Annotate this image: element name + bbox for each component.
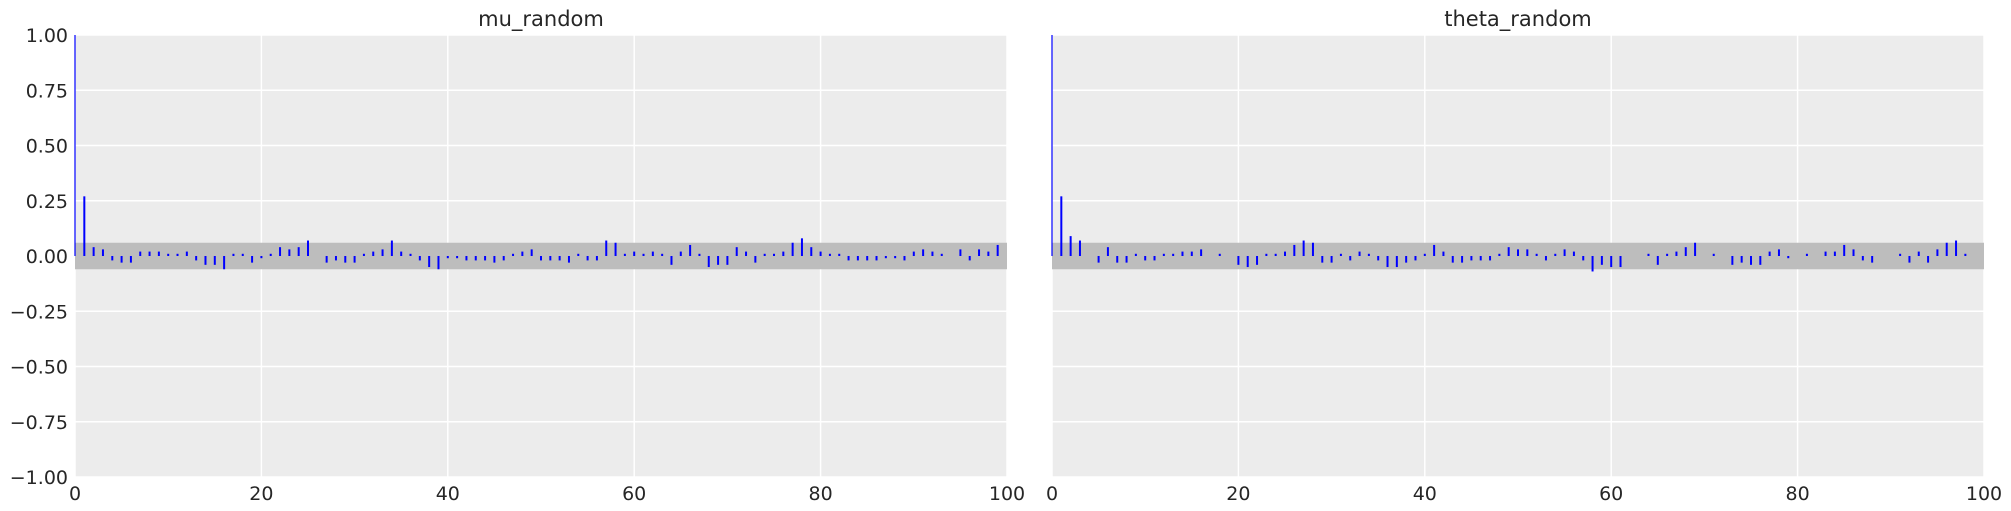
x-tick-label: 80 [809, 483, 833, 505]
x-tick-label: 80 [1786, 483, 1810, 505]
acf-stems [74, 35, 999, 270]
x-tick-label: 20 [1226, 483, 1250, 505]
chart-title: theta_random [1444, 7, 1592, 32]
y-tick-label: 0.75 [26, 80, 68, 102]
x-tick-label: 20 [249, 483, 273, 505]
x-tick-label: 100 [1966, 483, 2002, 505]
x-tick-label: 60 [1599, 483, 1623, 505]
y-tick-label: 1.00 [26, 25, 68, 47]
x-tick-label: 60 [622, 483, 646, 505]
y-tick-label: −0.50 [10, 357, 68, 379]
x-axis-ticks: 0 20 40 60 80 100 [1046, 483, 2002, 505]
y-axis-ticks: 1.00 0.75 0.50 0.25 0.00 −0.25 −0.50 −0.75 −1.00 [10, 25, 68, 489]
chart-title: mu_random [478, 7, 604, 32]
x-tick-label: 40 [436, 483, 460, 505]
acf-stems [1051, 35, 1967, 272]
x-axis-ticks: 0 20 40 60 80 100 [69, 483, 1025, 505]
acf-panel-theta-random: theta_random 0 20 40 60 80 100 [1046, 7, 2002, 505]
x-tick-label: 100 [989, 483, 1025, 505]
y-tick-label: −0.25 [10, 301, 68, 323]
acf-panel-mu-random: mu_random 0 20 40 60 80 100 1.00 0.75 0.50 0.25 0.0… [10, 7, 1025, 505]
x-tick-label: 0 [69, 483, 81, 505]
y-tick-label: 0.25 [26, 191, 68, 213]
y-tick-label: −1.00 [10, 467, 68, 489]
x-tick-label: 40 [1413, 483, 1437, 505]
y-tick-label: −0.75 [10, 412, 68, 434]
y-tick-label: 0.00 [26, 246, 68, 268]
y-tick-label: 0.50 [26, 136, 68, 158]
x-tick-label: 0 [1046, 483, 1058, 505]
